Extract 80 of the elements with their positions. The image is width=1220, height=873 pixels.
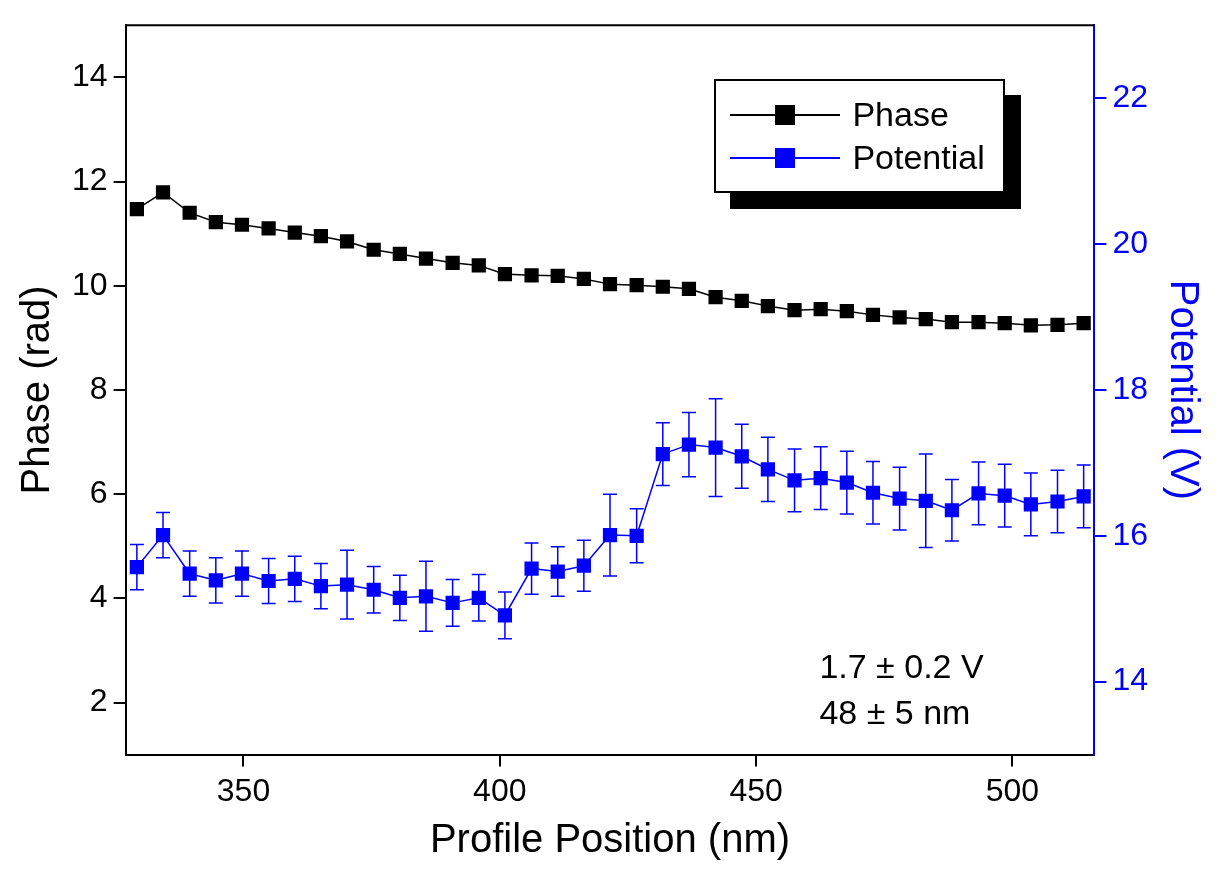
point (182, 566, 197, 581)
y2-tick-label: 16 (1112, 515, 1148, 552)
point (734, 293, 749, 308)
point (418, 251, 434, 266)
y-tick-label: 2 (89, 682, 108, 719)
point (1076, 489, 1091, 504)
point (708, 290, 723, 305)
point (602, 277, 618, 292)
y2-tick-label: 14 (1112, 661, 1148, 698)
point (971, 486, 986, 501)
point (366, 582, 381, 597)
y2-axis-title: Potential (V) (1162, 279, 1207, 500)
x-tick-label: 500 (985, 771, 1040, 808)
y-tick-label: 6 (89, 473, 108, 510)
point (208, 215, 223, 230)
point (865, 307, 881, 322)
legend-label: Phase (852, 95, 949, 135)
point (892, 491, 907, 506)
point (629, 528, 644, 543)
point (839, 475, 854, 490)
point (261, 221, 276, 236)
point (155, 185, 171, 200)
annotation: 1.7 ± 0.2 V (819, 645, 984, 687)
y2-tick-label: 22 (1112, 77, 1148, 114)
point (497, 267, 513, 282)
point (971, 315, 986, 330)
y-tick-label: 14 (72, 57, 108, 94)
point (1050, 494, 1065, 509)
x-tick-label: 450 (729, 771, 783, 808)
point (261, 573, 276, 589)
annotation: 48 ± 5 nm (819, 691, 972, 733)
point (1050, 317, 1065, 332)
point (339, 234, 355, 249)
point (234, 217, 250, 232)
point (813, 302, 828, 317)
point (734, 449, 749, 464)
point (655, 279, 670, 294)
point (997, 488, 1012, 503)
legend-label: Potential (852, 138, 985, 178)
point (760, 462, 775, 477)
point (550, 564, 565, 579)
point (129, 202, 144, 217)
point (392, 246, 407, 262)
point (708, 440, 723, 455)
y2-tick-label: 20 (1112, 223, 1148, 260)
point (313, 229, 329, 244)
point (366, 242, 381, 257)
y-tick-label: 4 (89, 578, 108, 615)
point (524, 561, 539, 576)
point (445, 595, 460, 610)
point (629, 278, 644, 293)
point (182, 205, 197, 220)
x-axis-title: Profile Position (nm) (429, 816, 791, 861)
point (760, 298, 775, 314)
point (1023, 497, 1038, 512)
point (550, 268, 565, 283)
y-axis-title: Phase (rad) (13, 285, 58, 495)
point (287, 225, 302, 240)
point (813, 471, 828, 486)
point (918, 311, 933, 327)
point (471, 258, 486, 273)
point (839, 304, 854, 319)
point (944, 315, 960, 330)
point (787, 473, 802, 488)
point (445, 255, 460, 270)
point (1076, 316, 1091, 331)
y-tick-label: 10 (72, 265, 108, 302)
point (681, 437, 697, 452)
x-tick-label: 400 (473, 771, 527, 808)
y-tick-label: 12 (72, 161, 108, 198)
point (787, 303, 802, 318)
point (1023, 318, 1038, 333)
point (997, 316, 1012, 331)
point (524, 268, 539, 283)
y-tick-label: 8 (89, 369, 108, 406)
x-tick-label: 350 (216, 771, 271, 808)
point (892, 310, 907, 325)
y2-tick-label: 18 (1112, 369, 1148, 406)
point (681, 281, 697, 296)
point (576, 271, 591, 287)
